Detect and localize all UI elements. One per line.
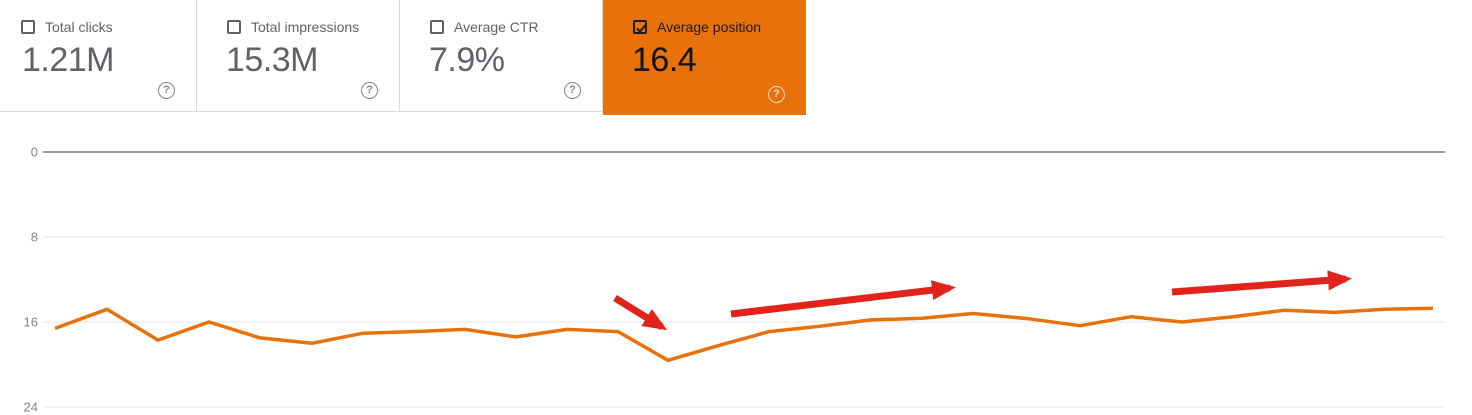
metric-card-total-clicks[interactable]: Total clicks 1.21M ? xyxy=(0,0,197,112)
average-position-chart[interactable]: 0 8 16 24 xyxy=(0,112,1472,415)
metric-value: 1.21M xyxy=(22,41,115,79)
metric-value: 16.4 xyxy=(632,41,697,79)
checkmark-icon xyxy=(636,24,647,33)
y-tick-label: 0 xyxy=(31,145,38,160)
trend-line-layer xyxy=(54,306,1434,363)
help-icon[interactable]: ? xyxy=(361,82,378,99)
y-tick-label: 24 xyxy=(24,400,38,415)
metric-label: Average position xyxy=(657,19,762,35)
y-axis-tick-labels: 0 8 16 24 xyxy=(24,145,38,415)
trend-annotation-arrow xyxy=(730,280,956,318)
average-position-trend-line xyxy=(54,306,1434,363)
y-tick-label: 16 xyxy=(24,315,38,330)
checkbox-average-position[interactable] xyxy=(633,20,647,34)
metric-label: Total impressions xyxy=(251,19,360,35)
metric-value: 15.3M xyxy=(226,41,319,79)
trend-annotation-arrow xyxy=(613,295,668,331)
help-icon[interactable]: ? xyxy=(158,82,175,99)
y-tick-label: 8 xyxy=(31,230,38,245)
trend-annotation-arrow xyxy=(1171,270,1352,296)
checkbox-total-impressions[interactable] xyxy=(227,20,241,34)
metric-cards-row: Total clicks 1.21M ? Total impressions 1… xyxy=(0,0,807,115)
metric-card-average-ctr[interactable]: Average CTR 7.9% ? xyxy=(400,0,603,112)
metric-label: Average CTR xyxy=(454,19,539,35)
metric-card-total-impressions[interactable]: Total impressions 15.3M ? xyxy=(197,0,400,112)
metric-card-average-position[interactable]: Average position 16.4 ? xyxy=(603,0,806,115)
help-icon[interactable]: ? xyxy=(768,86,785,103)
chart-canvas[interactable]: 0 8 16 24 xyxy=(0,112,1472,415)
gridlines xyxy=(43,151,1445,408)
metric-label: Total clicks xyxy=(45,19,113,35)
checkbox-total-clicks[interactable] xyxy=(21,20,35,34)
checkbox-average-ctr[interactable] xyxy=(430,20,444,34)
metric-value: 7.9% xyxy=(429,41,505,79)
help-icon[interactable]: ? xyxy=(564,82,581,99)
annotation-arrows xyxy=(613,270,1352,331)
